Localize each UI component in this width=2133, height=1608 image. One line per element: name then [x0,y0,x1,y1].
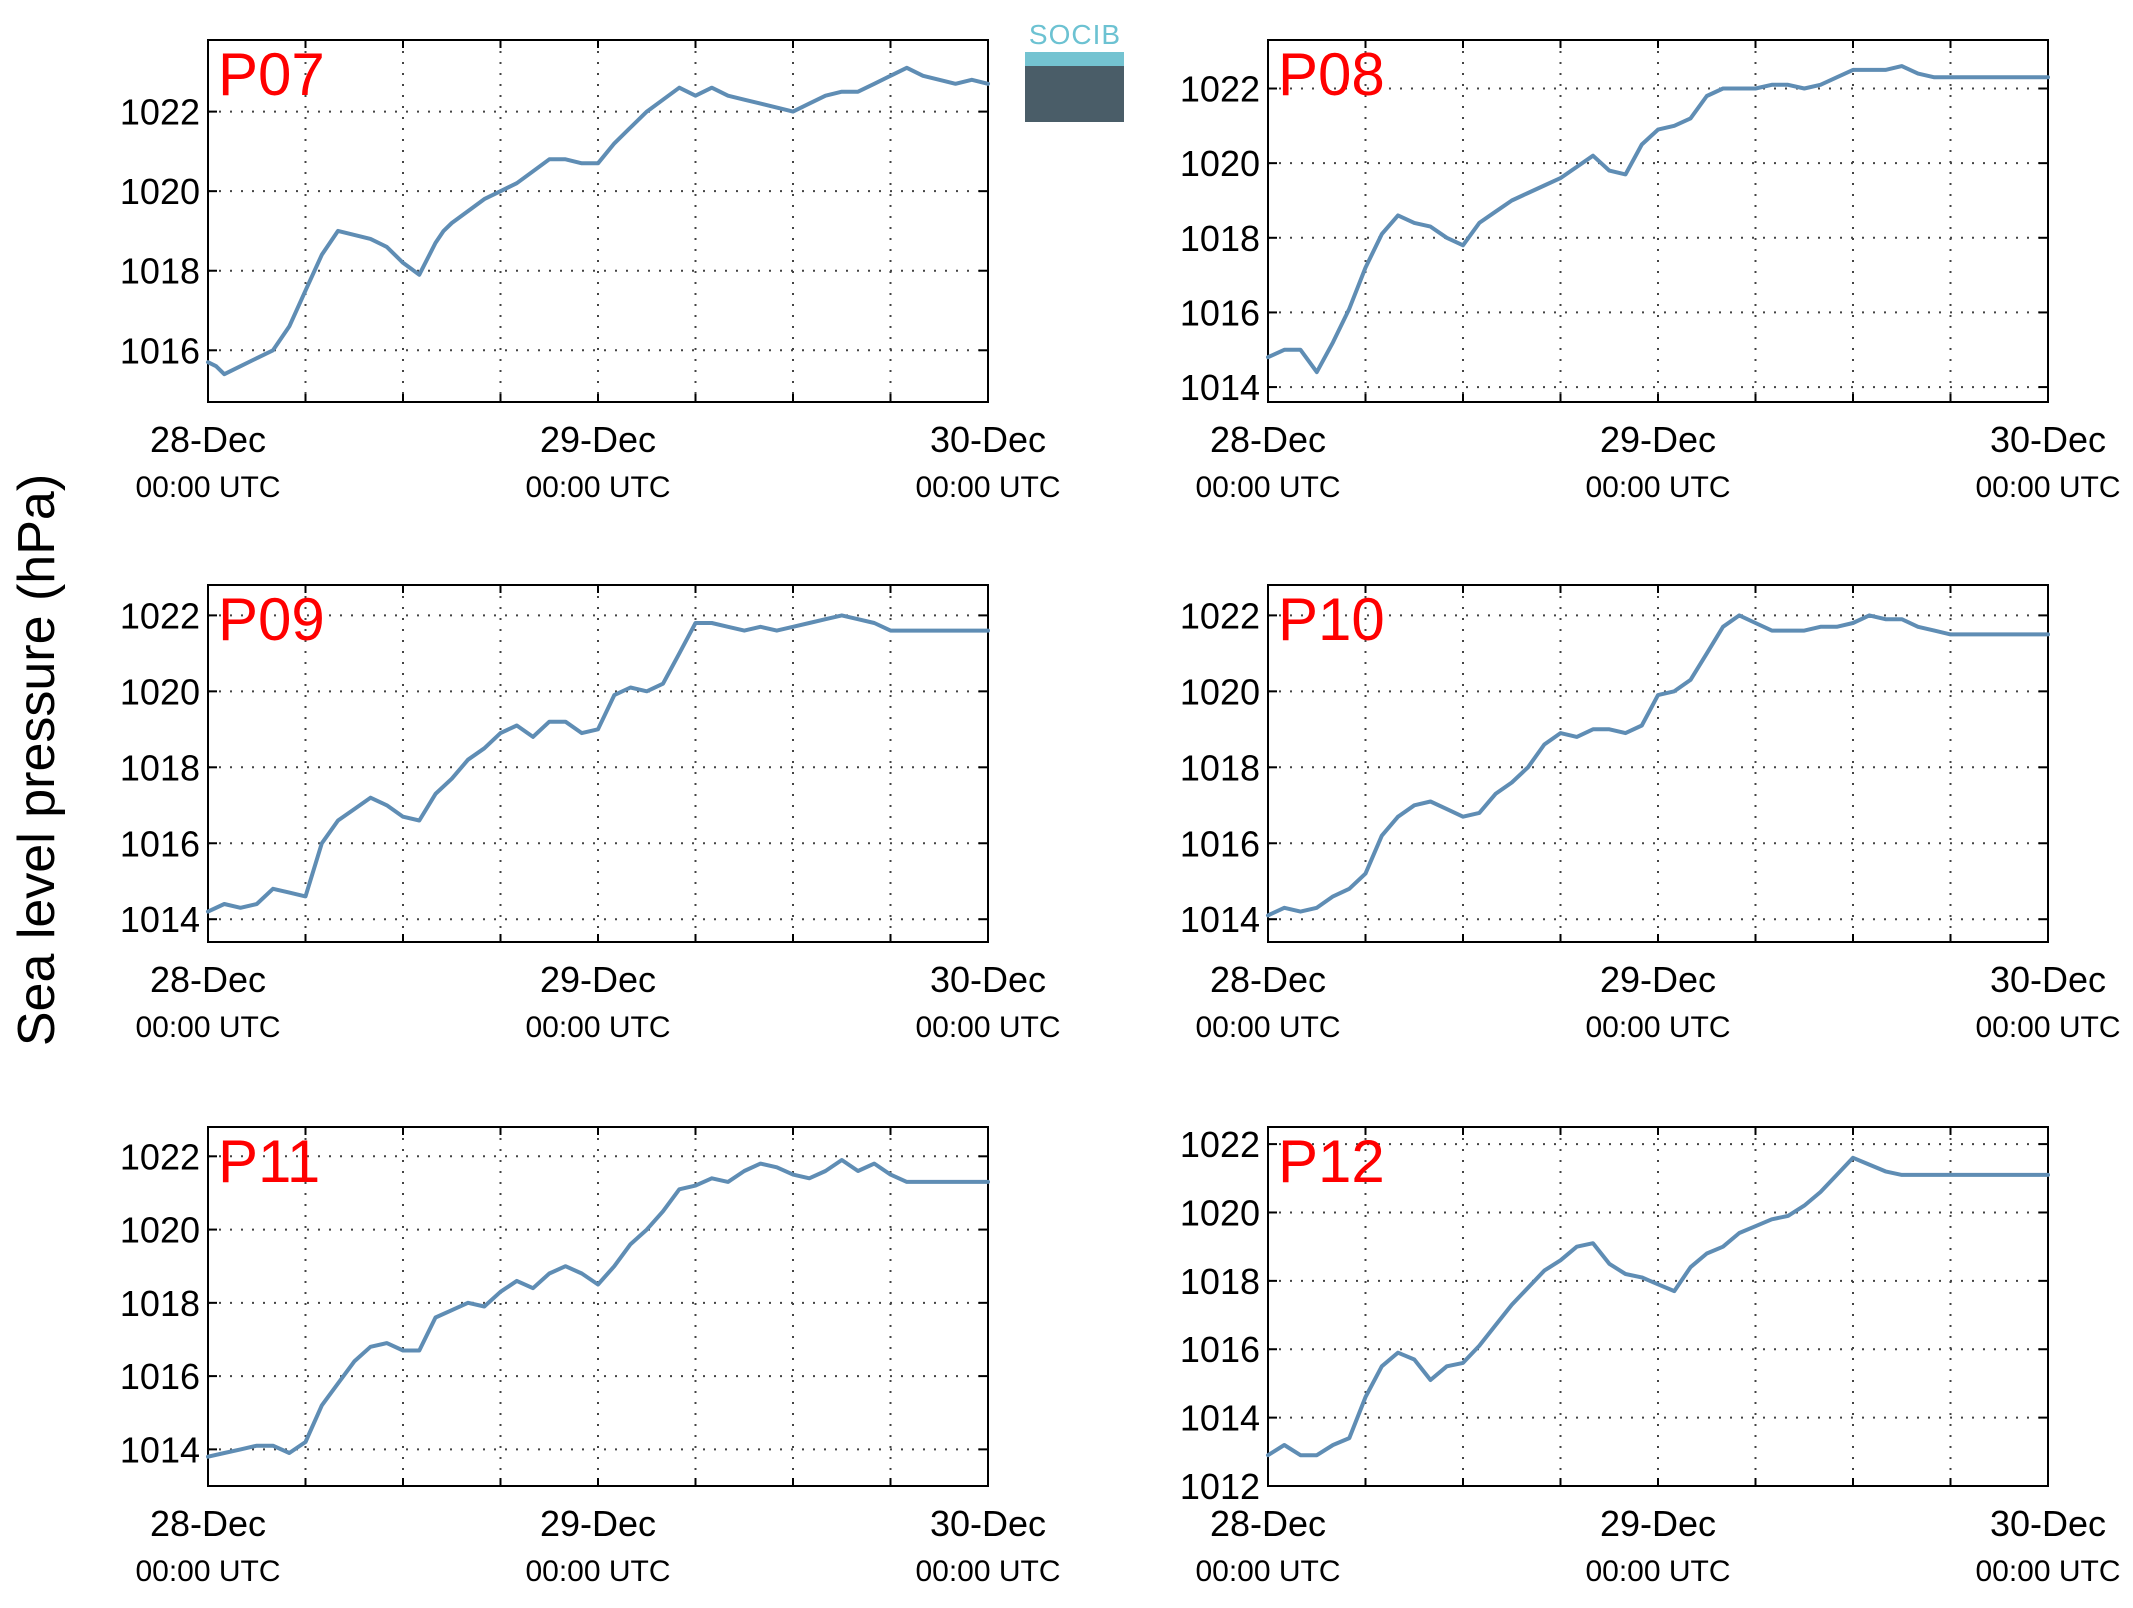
x-tick-label-time: 00:00 UTC [1585,1555,1730,1588]
x-tick-label-time: 00:00 UTC [1195,1555,1340,1588]
chart-panel-p09: 1014 1016 1018 1020 1022 28-Dec 00:00 UTC 29-De… [120,584,1061,1044]
y-tick-label: 1016 [120,823,200,864]
x-tick-label-date: 28-Dec [1210,959,1326,1000]
x-tick-label-date: 28-Dec [150,1503,266,1544]
y-tick-label: 1020 [1180,1192,1260,1233]
chart-panel-p08: 1014 1016 1018 1020 1022 28-Dec 00:00 UTC 29-De… [1180,39,2121,504]
y-tick-label: 1022 [1180,69,1260,110]
y-tick-label: 1022 [1180,1124,1260,1165]
axes-frame [1267,1126,2049,1487]
y-tick-label: 1014 [1180,367,1260,408]
y-tick-label: 1020 [1180,671,1260,712]
y-tick-label: 1014 [1180,899,1260,940]
x-tick-label-time: 00:00 UTC [135,1011,280,1044]
x-tick-label-time: 00:00 UTC [1585,1011,1730,1044]
y-tick-label: 1016 [120,330,200,371]
chart-panel-p07: 1016 1018 1020 1022 28-Dec 00:00 UTC 29-Dec 00:… [120,39,1061,504]
y-tick-label: 1020 [1180,143,1260,184]
socib-logo-wave [1025,52,1124,66]
x-tick-label-time: 00:00 UTC [1975,471,2120,504]
axes-frame [207,1126,989,1487]
chart-panel-p11: 1014 1016 1018 1020 1022 28-Dec 00:00 UTC 29-De… [120,1126,1061,1588]
x-tick-label-time: 00:00 UTC [135,1555,280,1588]
chart-panel-p12: 1012 1014 1016 1018 1020 1022 28-Dec 00:00 UTC 2… [1180,1124,2121,1588]
x-tick-label-date: 29-Dec [1600,959,1716,1000]
x-tick-label-date: 29-Dec [540,419,656,460]
x-tick-label-date: 30-Dec [930,419,1046,460]
y-tick-label: 1016 [1180,1329,1260,1370]
x-tick-label-date: 29-Dec [1600,419,1716,460]
station-label: P08 [1278,41,1385,108]
x-tick-label-date: 28-Dec [1210,1503,1326,1544]
station-label: P10 [1278,586,1385,653]
chart-panel-p10: 1014 1016 1018 1020 1022 28-Dec 00:00 UTC 29-De… [1180,584,2121,1044]
x-tick-label-date: 28-Dec [150,419,266,460]
y-tick-label: 1022 [1180,595,1260,636]
station-label: P09 [218,586,325,653]
y-tick-label: 1022 [120,92,200,133]
y-tick-label: 1012 [1180,1466,1260,1507]
x-tick-label-date: 28-Dec [1210,419,1326,460]
x-tick-label-date: 28-Dec [150,959,266,1000]
station-label: P11 [218,1128,320,1195]
y-tick-label: 1018 [1180,1261,1260,1302]
y-tick-label: 1018 [120,251,200,292]
figure-ylabel: Sea level pressure (hPa) [8,474,66,1046]
y-tick-label: 1016 [120,1356,200,1397]
series-line-p09 [206,613,990,914]
y-tick-label: 1020 [120,671,200,712]
x-tick-label-time: 00:00 UTC [1975,1555,2120,1588]
y-tick-label: 1014 [120,899,200,940]
y-tick-label: 1014 [1180,1398,1260,1439]
y-tick-label: 1014 [120,1429,200,1470]
axes-frame [207,39,989,403]
x-tick-label-date: 29-Dec [1600,1503,1716,1544]
x-tick-label-time: 00:00 UTC [135,471,280,504]
x-tick-label-date: 29-Dec [540,959,656,1000]
socib-logo: SOCIB [1025,19,1124,122]
socib-logo-text: SOCIB [1029,19,1121,50]
y-tick-label: 1018 [1180,747,1260,788]
x-tick-label-date: 30-Dec [1990,959,2106,1000]
y-tick-label: 1016 [1180,292,1260,333]
x-tick-label-time: 00:00 UTC [1195,471,1340,504]
x-tick-label-time: 00:00 UTC [1585,471,1730,504]
y-tick-label: 1020 [120,171,200,212]
series-line-p08 [1266,64,2050,375]
series-line-p12 [1266,1155,2050,1458]
axes-frame [1267,39,2049,403]
x-tick-label-time: 00:00 UTC [915,1555,1060,1588]
y-tick-label: 1022 [120,595,200,636]
x-tick-label-time: 00:00 UTC [525,1011,670,1044]
axes-frame [207,584,989,943]
x-tick-label-time: 00:00 UTC [915,1011,1060,1044]
y-tick-label: 1018 [120,1283,200,1324]
x-tick-label-date: 29-Dec [540,1503,656,1544]
x-tick-label-date: 30-Dec [1990,1503,2106,1544]
y-tick-label: 1018 [1180,218,1260,259]
station-label: P07 [218,41,325,108]
x-tick-label-date: 30-Dec [930,1503,1046,1544]
x-tick-label-date: 30-Dec [930,959,1046,1000]
series-line-p10 [1266,613,2050,918]
station-label: P12 [1278,1128,1385,1195]
y-tick-label: 1022 [120,1136,200,1177]
y-tick-label: 1020 [120,1210,200,1251]
y-tick-label: 1016 [1180,823,1260,864]
axes-frame [1267,584,2049,943]
x-tick-label-time: 00:00 UTC [1195,1011,1340,1044]
y-tick-label: 1018 [120,747,200,788]
series-line-p07 [206,65,990,377]
x-tick-label-time: 00:00 UTC [525,1555,670,1588]
x-tick-label-time: 00:00 UTC [915,471,1060,504]
x-tick-label-time: 00:00 UTC [525,471,670,504]
x-tick-label-date: 30-Dec [1990,419,2106,460]
x-tick-label-time: 00:00 UTC [1975,1011,2120,1044]
series-line-p11 [206,1158,990,1459]
